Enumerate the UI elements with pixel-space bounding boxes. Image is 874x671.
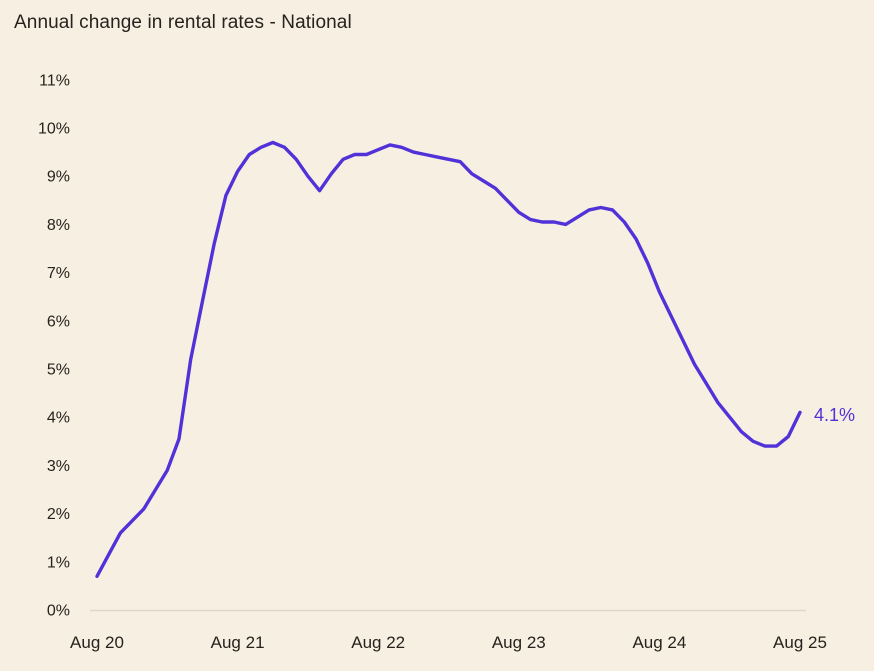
y-axis-tick-label: 4% (47, 410, 70, 427)
y-axis-tick-label: 2% (47, 506, 70, 523)
y-axis-tick-label: 11% (39, 72, 70, 89)
x-axis-tick-label: Aug 21 (211, 633, 265, 652)
x-axis-tick-label: Aug 24 (632, 633, 686, 652)
y-axis-tick-label: 10% (38, 121, 70, 138)
x-axis: Aug 20 Aug 21 Aug 22 Aug 23 Aug 24 Aug 25 (70, 633, 827, 652)
x-axis-tick-label: Aug 23 (492, 633, 546, 652)
y-axis-tick-label: 6% (47, 313, 70, 330)
end-value-label: 4.1% (814, 405, 855, 425)
y-axis-tick-label: 9% (47, 169, 70, 186)
y-axis-tick-label: 3% (47, 458, 70, 475)
y-axis: 0% 1% 2% 3% 4% 5% 6% 7% 8% 9% 10% 11% (38, 72, 70, 619)
chart-title: Annual change in rental rates - National (14, 12, 352, 33)
y-axis-tick-label: 8% (47, 217, 70, 234)
x-axis-tick-label: Aug 25 (773, 633, 827, 652)
chart-line (95, 140, 802, 578)
y-axis-tick-label: 5% (47, 362, 70, 379)
y-axis-tick-label: 1% (47, 554, 70, 571)
y-axis-tick-label: 0% (47, 603, 70, 620)
y-axis-tick-label: 7% (47, 265, 70, 282)
x-axis-tick-label: Aug 20 (70, 633, 124, 652)
x-axis-tick-label: Aug 22 (351, 633, 405, 652)
